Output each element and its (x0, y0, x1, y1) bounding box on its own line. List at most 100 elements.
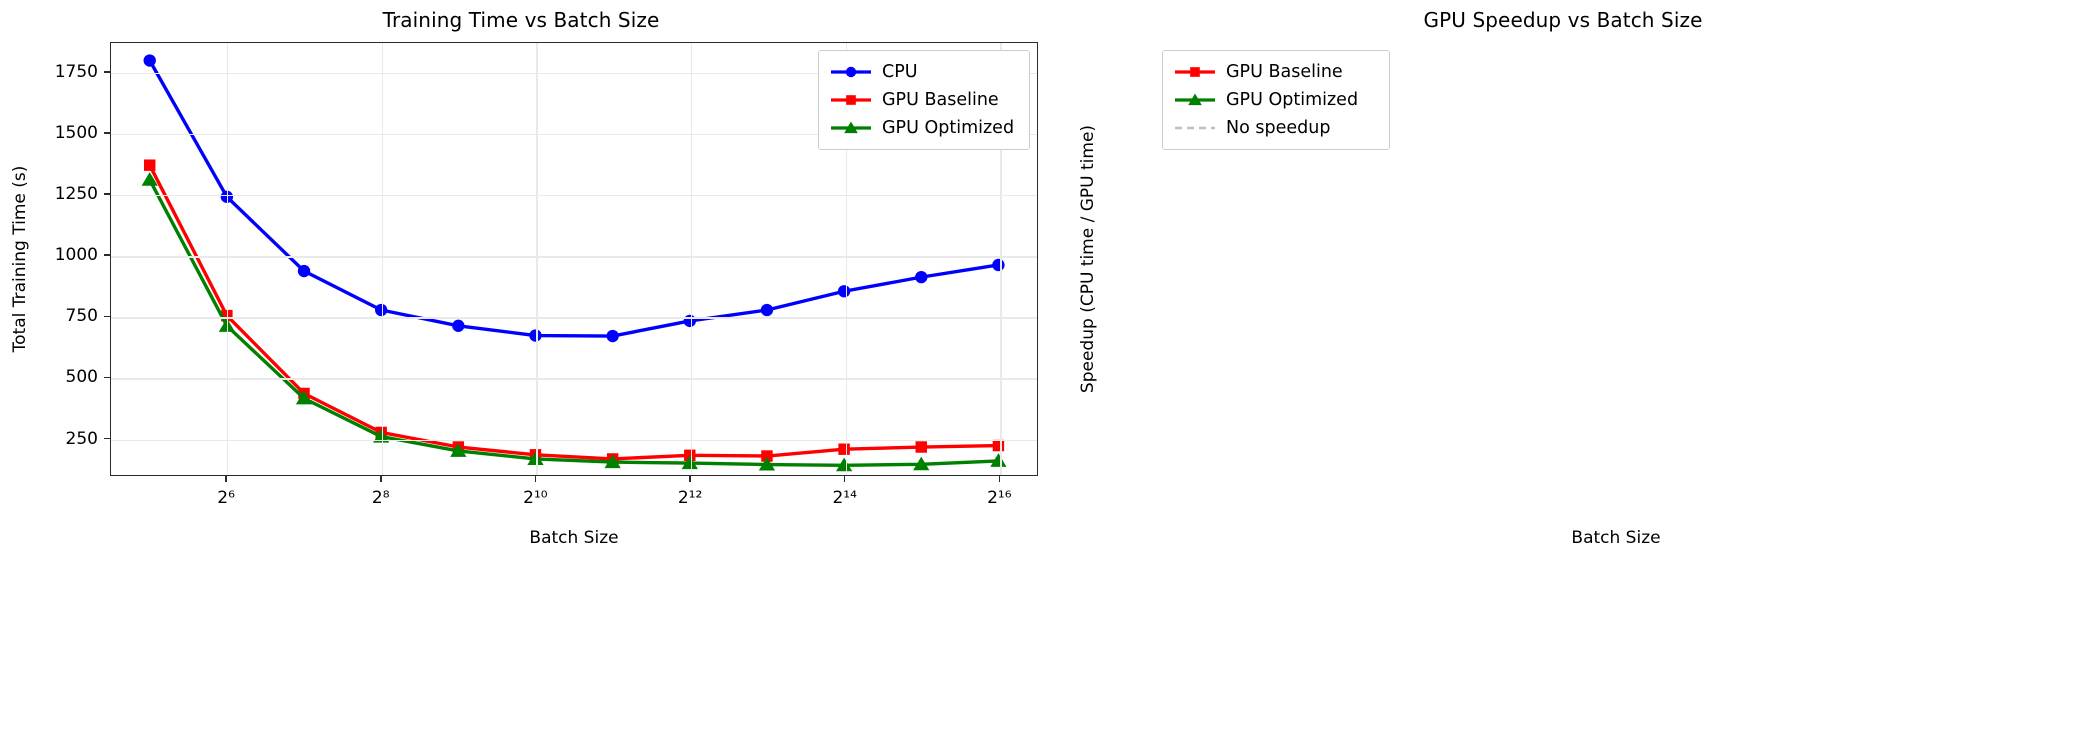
gridline-horizontal (111, 133, 1037, 136)
data-point-marker (295, 390, 313, 405)
data-point-marker (221, 309, 233, 322)
data-point-marker (838, 443, 850, 455)
data-point-marker (220, 190, 234, 203)
gridline-vertical (536, 43, 538, 475)
data-point-marker (681, 455, 698, 470)
legend-item-gpu-baseline[interactable]: GPU Baseline (829, 86, 1017, 114)
x-axis-tick-mark (843, 476, 846, 482)
panel-gpu-speedup: GPU Speedup vs Batch Size Speedup (CPU t… (1042, 0, 2084, 729)
x-axis-label-training-time: Batch Size (529, 528, 619, 548)
chart-title-gpu-speedup: GPU Speedup vs Batch Size (1423, 8, 1703, 32)
legend-marker-icon (829, 62, 873, 82)
y-axis-tick-mark (104, 132, 110, 134)
gridline-horizontal (111, 378, 1037, 380)
x-axis-tick-mark (534, 476, 537, 482)
data-point-marker (915, 270, 928, 284)
data-point-marker (529, 329, 542, 342)
y-axis-tick-label: 500 (65, 367, 98, 388)
legend-marker-icon (1173, 90, 1217, 110)
legend-item-no-speedup[interactable]: No speedup (1173, 114, 1377, 142)
data-point-marker (990, 453, 1007, 467)
y-axis-tick-label: 1750 (54, 61, 98, 82)
data-point-marker (992, 258, 1005, 272)
gridline-horizontal (111, 72, 1037, 75)
data-point-marker (527, 451, 544, 465)
x-axis-label-gpu-speedup: Batch Size (1571, 528, 1661, 548)
y-axis-label-gpu-speedup: Speedup (CPU time / GPU time) (1078, 124, 1098, 394)
y-axis-tick-label: 750 (65, 306, 98, 327)
legend-item-label: GPU Optimized (882, 118, 1015, 138)
data-point-marker (915, 441, 927, 453)
data-point-marker (374, 303, 388, 317)
data-point-marker (837, 285, 851, 298)
data-point-marker (606, 329, 619, 343)
panel-training-time: Training Time vs Batch Size Total Traini… (10, 8, 1038, 548)
y-axis-tick-label: 1000 (54, 245, 98, 266)
gridline-vertical (1000, 43, 1002, 475)
y-axis-tick-mark (104, 437, 110, 440)
gridline-horizontal (111, 439, 1037, 441)
gridline-vertical (381, 43, 384, 475)
data-point-marker (141, 172, 158, 186)
gridline-horizontal (111, 317, 1037, 319)
x-axis-tick-mark (998, 476, 1001, 482)
x-axis-tick-mark (379, 476, 382, 482)
y-axis-tick-label: 1500 (54, 122, 98, 143)
data-point-marker (758, 456, 776, 471)
gridline-vertical (691, 43, 693, 475)
gridline-horizontal (111, 256, 1037, 258)
y-axis-label-training-time: Total Training Time (s) (10, 165, 30, 353)
legend-item-label: GPU Baseline (882, 90, 999, 110)
data-point-marker (143, 159, 156, 171)
x-axis-tick-mark (689, 476, 691, 482)
legend-item-label: GPU Optimized (1226, 90, 1359, 110)
legend-item-gpu-optimized[interactable]: GPU Optimized (829, 114, 1017, 142)
data-point-marker (373, 428, 390, 443)
x-axis-tick-label: 2¹⁴ (832, 488, 857, 508)
legend-gpu-speedup[interactable]: GPU Baseline GPU Optimized No speedup (1162, 50, 1390, 150)
legend-training-time[interactable]: CPU GPU Baseline GPU Optimized (818, 50, 1030, 150)
y-axis-tick-mark (104, 376, 110, 379)
gridline-horizontal (111, 195, 1037, 197)
y-axis-tick-mark (104, 193, 110, 195)
legend-marker-icon (829, 90, 873, 110)
series-gpu-optimized (141, 172, 1007, 472)
legend-marker-icon (1173, 62, 1217, 82)
x-axis-tick-label: 2⁶ (217, 488, 235, 508)
data-point-marker (760, 303, 774, 317)
data-point-marker (297, 264, 311, 278)
y-axis-tick-label: 250 (65, 428, 98, 449)
data-point-marker (992, 439, 1005, 452)
data-point-marker (835, 457, 853, 472)
data-point-marker (450, 443, 467, 457)
data-point-marker (913, 456, 930, 471)
legend-marker-icon (829, 118, 873, 138)
legend-marker-icon (1173, 118, 1217, 138)
x-axis-tick-label: 2¹⁰ (523, 488, 548, 508)
y-axis-tick-mark (104, 71, 110, 73)
x-axis-tick-label: 2¹² (677, 488, 703, 508)
legend-item-label: GPU Baseline (1226, 62, 1343, 82)
y-axis-tick-mark (104, 254, 110, 256)
data-point-marker (452, 319, 465, 332)
x-axis-tick-label: 2⁸ (371, 488, 390, 508)
y-axis-tick-mark (104, 315, 110, 318)
gridline-vertical (845, 43, 847, 475)
y-axis-tick-label: 1250 (54, 184, 98, 205)
gridline-vertical (227, 43, 229, 475)
series-gpu-baseline (143, 159, 1005, 465)
data-point-marker (684, 449, 696, 461)
series-layer-training-time (141, 54, 1007, 472)
legend-item-gpu-optimized[interactable]: GPU Optimized (1173, 86, 1377, 114)
data-point-marker (218, 318, 235, 332)
legend-item-label: No speedup (1226, 118, 1331, 138)
chart-title-training-time: Training Time vs Batch Size (382, 8, 660, 32)
legend-item-gpu-baseline[interactable]: GPU Baseline (1173, 58, 1377, 86)
x-axis-tick-mark (225, 476, 227, 482)
legend-item-cpu[interactable]: CPU (829, 58, 1017, 86)
x-axis-tick-label: 2¹⁶ (987, 488, 1012, 508)
data-point-marker (604, 454, 621, 469)
data-point-marker (143, 54, 156, 67)
legend-item-label: CPU (882, 62, 918, 82)
